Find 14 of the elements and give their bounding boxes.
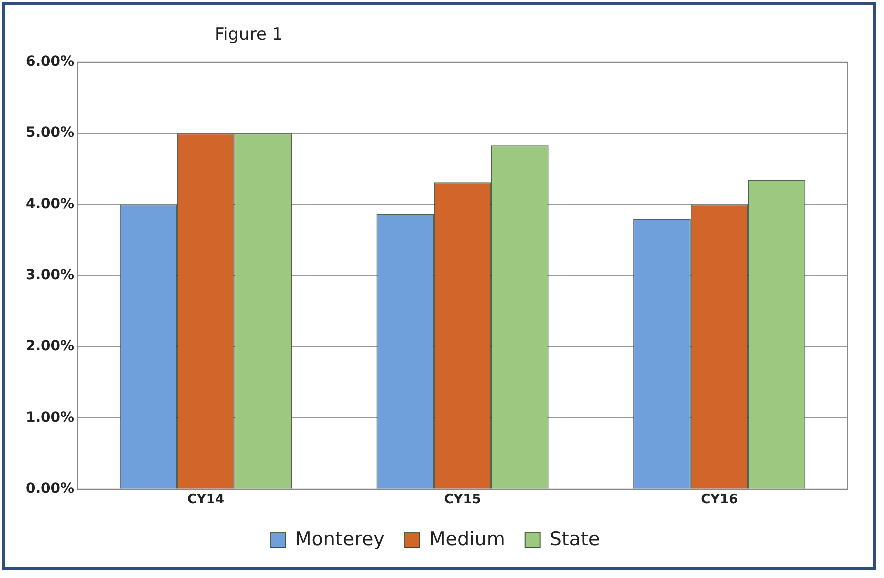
legend-label: State xyxy=(550,528,600,550)
y-tick-label: 5.00% xyxy=(26,125,75,142)
y-tick-label: 3.00% xyxy=(26,268,75,284)
legend-label: Medium xyxy=(429,528,506,550)
x-tick-label: CY16 xyxy=(701,492,738,508)
x-tick-label: CY14 xyxy=(187,492,224,508)
legend-label: Monterey xyxy=(295,528,385,550)
x-tick-label: CY15 xyxy=(444,492,482,508)
y-tick-label: 0.00% xyxy=(26,481,75,498)
y-tick-label: 1.00% xyxy=(26,410,75,426)
y-tick-label: 6.00% xyxy=(26,54,75,70)
chart-title: Figure 1 xyxy=(215,25,284,45)
y-tick-label: 2.00% xyxy=(26,338,75,355)
y-tick-label: 4.00% xyxy=(26,196,75,212)
